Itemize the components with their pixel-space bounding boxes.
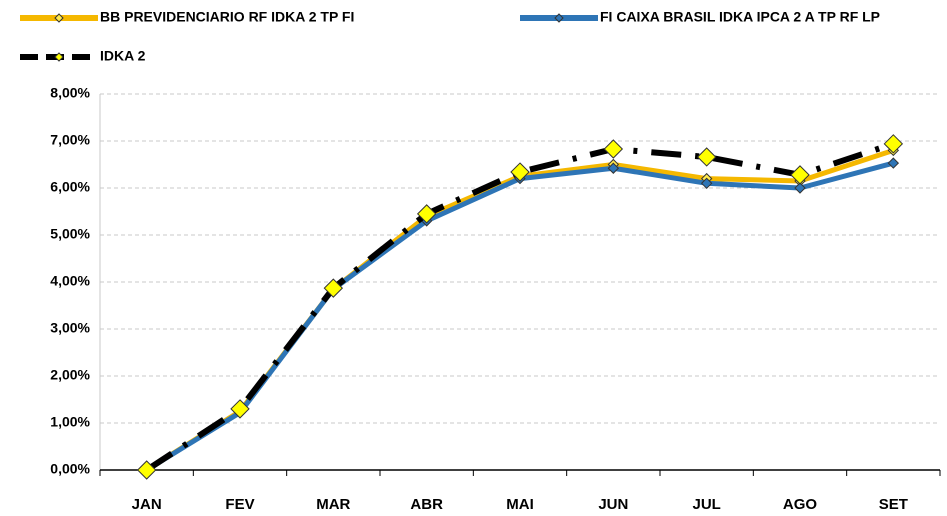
x-tick-label: ABR bbox=[410, 496, 443, 513]
series-marker bbox=[887, 157, 900, 169]
y-tick-label: 7,00% bbox=[50, 132, 90, 148]
y-tick-label: 3,00% bbox=[50, 320, 90, 336]
series-marker bbox=[136, 460, 157, 480]
series-marker bbox=[416, 204, 437, 224]
y-tick-label: 0,00% bbox=[50, 461, 90, 477]
series-marker bbox=[510, 162, 530, 182]
x-tick-label: MAR bbox=[316, 496, 350, 513]
y-tick-label: 6,00% bbox=[50, 179, 90, 195]
legend-marker bbox=[54, 52, 64, 62]
series-marker bbox=[696, 147, 717, 167]
x-tick-label: FEV bbox=[225, 496, 254, 513]
x-tick-label: JUL bbox=[692, 496, 720, 513]
y-tick-label: 5,00% bbox=[50, 226, 90, 242]
legend-label: BB PREVIDENCIARIO RF IDKA 2 TP FI bbox=[100, 9, 354, 25]
series-marker bbox=[790, 165, 810, 185]
y-tick-label: 4,00% bbox=[50, 273, 90, 289]
x-tick-label: JUN bbox=[598, 496, 628, 513]
series-line bbox=[145, 148, 895, 473]
legend-label: IDKA 2 bbox=[100, 48, 146, 64]
series-marker bbox=[700, 177, 713, 190]
series-marker bbox=[323, 278, 344, 298]
y-tick-label: 8,00% bbox=[50, 85, 90, 101]
x-tick-label: JAN bbox=[132, 496, 162, 513]
x-tick-label: SET bbox=[879, 496, 908, 513]
x-tick-label: AGO bbox=[783, 496, 818, 513]
legend-marker bbox=[554, 13, 564, 23]
series-line bbox=[145, 160, 894, 473]
series-marker bbox=[883, 134, 904, 154]
series-marker bbox=[794, 182, 806, 194]
legend-marker bbox=[54, 13, 64, 23]
series-marker bbox=[607, 162, 620, 174]
series-line bbox=[145, 140, 895, 473]
series-marker bbox=[230, 399, 250, 419]
y-tick-label: 2,00% bbox=[50, 367, 90, 383]
y-tick-label: 1,00% bbox=[50, 414, 90, 430]
series-marker bbox=[603, 139, 624, 159]
x-tick-label: MAI bbox=[506, 496, 534, 513]
legend-label: FI CAIXA BRASIL IDKA IPCA 2 A TP RF LP bbox=[600, 9, 880, 25]
